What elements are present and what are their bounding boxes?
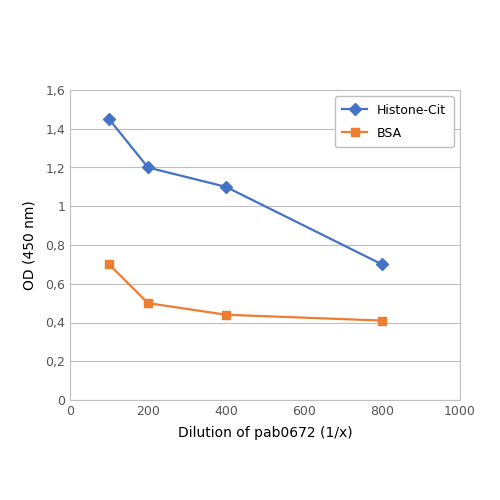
Histone-Cit bbox=[379, 262, 385, 268]
BSA bbox=[379, 318, 385, 324]
BSA bbox=[106, 262, 112, 268]
Line: BSA: BSA bbox=[105, 260, 386, 324]
Histone-Cit bbox=[223, 184, 229, 190]
Line: Histone-Cit: Histone-Cit bbox=[105, 115, 386, 268]
Histone-Cit bbox=[145, 164, 151, 170]
BSA bbox=[145, 300, 151, 306]
X-axis label: Dilution of pab0672 (1/x): Dilution of pab0672 (1/x) bbox=[178, 426, 352, 440]
Y-axis label: OD (450 nm): OD (450 nm) bbox=[23, 200, 37, 290]
Histone-Cit bbox=[106, 116, 112, 122]
Legend: Histone-Cit, BSA: Histone-Cit, BSA bbox=[334, 96, 454, 147]
BSA bbox=[223, 312, 229, 318]
